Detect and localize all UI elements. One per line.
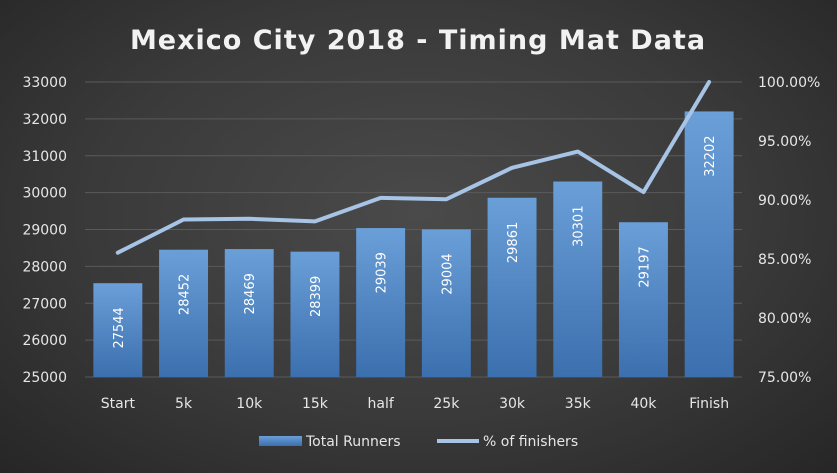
line-series <box>115 80 712 255</box>
legend-label-bars: Total Runners <box>305 434 401 450</box>
category-label: 35k <box>565 396 592 412</box>
legend: Total Runners % of finishers <box>259 434 578 450</box>
bar-data-label: 29039 <box>375 252 390 293</box>
category-axis: Start 5k 10k 15k half 25k 30k 35k 40k Finish <box>101 396 729 412</box>
bar-data-label: 30301 <box>572 206 587 247</box>
bar-data-label: 29197 <box>637 246 652 287</box>
bar-data-label: 29004 <box>440 253 455 294</box>
left-tick-label: 33000 <box>22 75 67 91</box>
left-tick-label: 26000 <box>22 333 67 349</box>
bar-data-labels: 27544 28452 28469 28399 29039 29004 29861 30301… <box>112 135 718 348</box>
right-tick-label: 100.00% <box>758 75 820 91</box>
right-tick-label: 90.00% <box>758 193 811 209</box>
bar <box>93 283 143 377</box>
category-label: 5k <box>175 396 193 412</box>
bar-data-label: 32202 <box>703 135 718 176</box>
left-tick-label: 31000 <box>22 149 67 165</box>
line-finishers-pct <box>115 80 712 255</box>
category-label: half <box>368 396 395 412</box>
category-label: 10k <box>236 396 263 412</box>
right-tick-label: 85.00% <box>758 252 811 268</box>
bar <box>159 249 209 377</box>
bar-series <box>93 111 734 378</box>
chart-title: Mexico City 2018 - Timing Mat Data <box>130 25 706 56</box>
legend-label-line: % of finishers <box>483 434 578 450</box>
category-label: Start <box>101 396 136 412</box>
right-axis-ticks: 75.00% 80.00% 85.00% 90.00% 95.00% 100.00% <box>758 75 820 386</box>
left-tick-label: 27000 <box>22 296 67 312</box>
left-tick-label: 25000 <box>22 370 67 386</box>
category-label: 25k <box>433 396 460 412</box>
legend-swatch-bars <box>259 436 302 446</box>
category-label: Finish <box>689 396 729 412</box>
left-tick-label: 30000 <box>22 186 67 202</box>
category-label: 30k <box>499 396 526 412</box>
left-tick-label: 28000 <box>22 259 67 275</box>
bar <box>684 111 734 378</box>
left-tick-label: 32000 <box>22 112 67 128</box>
bar <box>421 229 471 377</box>
bar <box>553 181 603 377</box>
bar-data-label: 28452 <box>178 274 193 315</box>
right-tick-label: 95.00% <box>758 134 811 150</box>
bar <box>356 228 406 377</box>
bar-data-label: 29861 <box>506 222 521 263</box>
bar-data-label: 28399 <box>309 276 324 317</box>
bar-data-label: 28469 <box>243 273 258 314</box>
left-tick-label: 29000 <box>22 223 67 239</box>
left-axis-ticks: 25000 26000 27000 28000 29000 30000 31000 32000… <box>22 75 67 386</box>
category-label: 15k <box>302 396 329 412</box>
bar <box>487 197 537 377</box>
right-tick-label: 75.00% <box>758 370 811 386</box>
bar <box>224 249 274 377</box>
bar <box>618 222 668 377</box>
category-label: 40k <box>630 396 657 412</box>
bar <box>290 251 340 377</box>
bar-data-label: 27544 <box>112 307 127 348</box>
right-tick-label: 80.00% <box>758 311 811 327</box>
